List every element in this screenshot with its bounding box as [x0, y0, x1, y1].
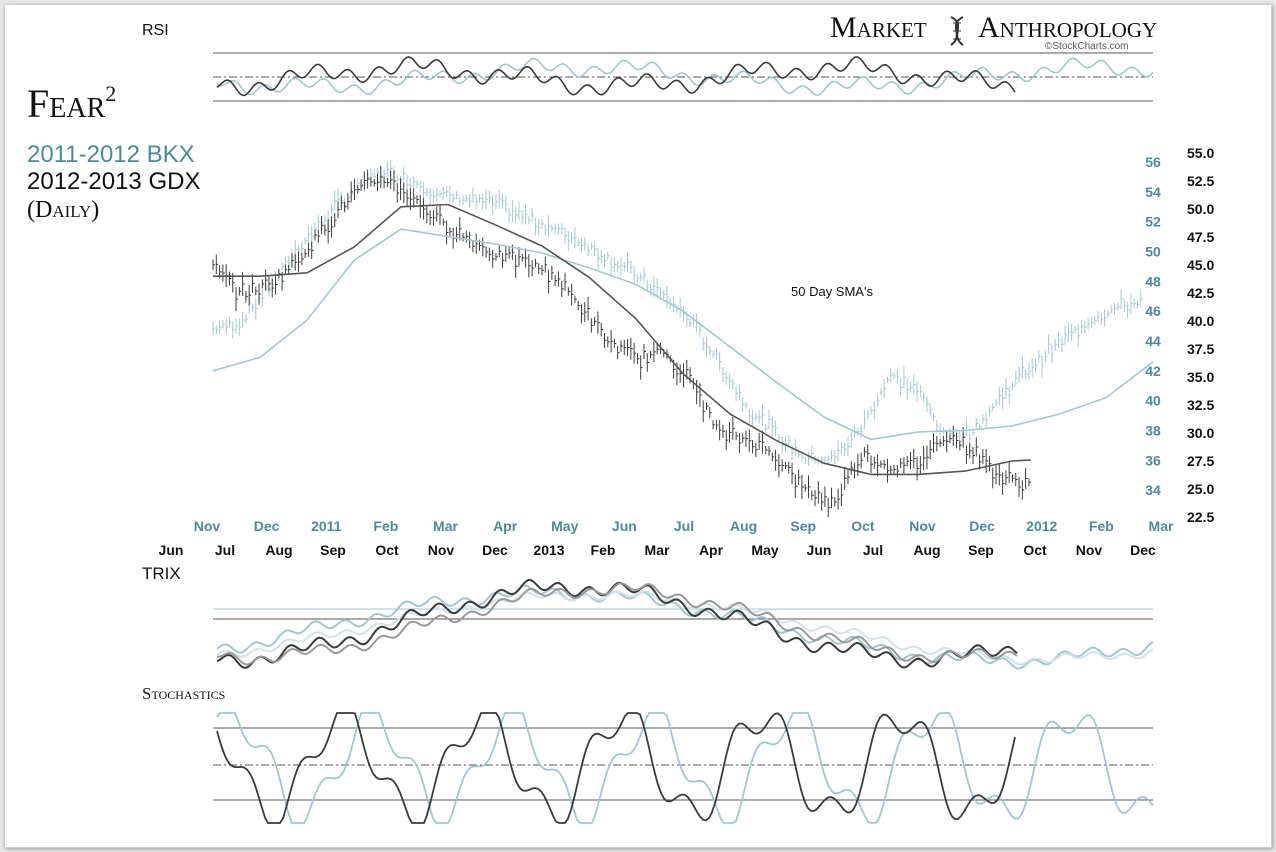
gdx-y-axis: 55.0 52.5 50.0 47.5 45.0 42.5 40.0 37.5 35.0 32.5…: [1187, 145, 1214, 525]
brand-name-left: Market: [830, 11, 927, 44]
gdx-x-tick: Sep: [968, 542, 994, 558]
bkx-x-tick: 2012: [1026, 518, 1057, 534]
bkx-y-axis: 56 54 52 50 48 46 44 42 40 38 36 34: [1145, 154, 1161, 498]
gdx-y-tick: 40.0: [1187, 313, 1214, 329]
bkx-x-tick: May: [551, 518, 578, 534]
gdx-x-tick: Aug: [913, 542, 940, 558]
stochastic-bkx-line: [216, 712, 1154, 824]
rsi-label: RSI: [142, 22, 169, 39]
bkx-y-tick: 56: [1145, 154, 1161, 170]
bkx-x-tick: Apr: [493, 518, 518, 534]
bkx-x-tick: 2011: [311, 518, 342, 534]
gdx-y-tick: 30.0: [1187, 425, 1214, 441]
bkx-y-tick: 40: [1145, 393, 1161, 409]
gdx-x-tick: Oct: [1023, 542, 1047, 558]
sma-line-bkx: [212, 228, 1154, 441]
gdx-y-tick: 27.5: [1187, 453, 1214, 469]
bkx-y-tick: 46: [1145, 303, 1161, 319]
bkx-x-tick: Oct: [851, 518, 875, 534]
chart-frame: Fear2 2011-2012 BKX 2012-2013 GDX (Daily…: [4, 4, 1272, 848]
gdx-y-tick: 55.0: [1187, 145, 1214, 161]
gdx-y-tick: 50.0: [1187, 201, 1214, 217]
bkx-y-tick: 44: [1145, 333, 1161, 349]
bkx-x-tick: Dec: [969, 518, 995, 534]
bkx-x-tick: Feb: [373, 518, 398, 534]
rsi-panel: [213, 52, 1154, 102]
sma-annotation: 50 Day SMA's: [791, 284, 873, 299]
gdx-x-tick: Oct: [375, 542, 399, 558]
bkx-y-tick: 34: [1145, 482, 1161, 498]
bkx-y-tick: 38: [1145, 422, 1161, 438]
bkx-y-tick: 50: [1145, 243, 1161, 259]
trix-panel: [213, 578, 1154, 670]
gdx-x-tick: Aug: [265, 542, 292, 558]
gdx-y-tick: 32.5: [1187, 397, 1214, 413]
trix-bkx-line: [216, 584, 1154, 670]
gdx-y-tick: 22.5: [1187, 509, 1214, 525]
bkx-y-tick: 52: [1145, 214, 1161, 230]
gdx-x-tick: Feb: [591, 542, 616, 558]
rsi-gdx-line: [216, 56, 1016, 97]
gdx-x-tick: 2013: [533, 542, 564, 558]
chart-canvas: Fear2 2011-2012 BKX 2012-2013 GDX (Daily…: [27, 11, 1214, 824]
gdx-y-tick: 52.5: [1187, 173, 1214, 189]
bkx-y-tick: 54: [1145, 184, 1161, 200]
bkx-y-tick: 48: [1145, 273, 1161, 289]
gdx-x-tick: Jun: [159, 542, 184, 558]
gdx-x-tick: Sep: [320, 542, 346, 558]
bkx-x-tick: Jun: [612, 518, 637, 534]
gdx-x-tick: Nov: [1076, 542, 1103, 558]
bkx-x-tick: Feb: [1089, 518, 1114, 534]
price-bars-bkx: [212, 159, 1143, 466]
bkx-x-tick: Nov: [194, 518, 221, 534]
gdx-x-tick: May: [751, 542, 778, 558]
gdx-x-tick: Dec: [1130, 542, 1156, 558]
bkx-x-tick: Dec: [254, 518, 280, 534]
bkx-x-tick: Sep: [790, 518, 816, 534]
gdx-x-tick: Jul: [863, 542, 883, 558]
gdx-y-tick: 37.5: [1187, 341, 1214, 357]
bkx-x-tick: Nov: [909, 518, 936, 534]
gdx-x-tick: Jun: [807, 542, 832, 558]
gdx-x-axis: Jun Jul Aug Sep Oct Nov Dec 2013 Feb Mar Apr May Jun…: [159, 542, 1156, 558]
stochastic-gdx-line: [216, 712, 1016, 824]
series-label-gdx: 2012-2013 GDX: [27, 168, 200, 195]
chart-title: Fear2: [27, 81, 116, 126]
gdx-x-tick: Nov: [428, 542, 455, 558]
timeframe-label: (Daily): [27, 197, 99, 223]
bkx-x-tick: Jul: [674, 518, 694, 534]
bkx-x-tick: Aug: [730, 518, 757, 534]
price-panel: [212, 159, 1154, 518]
rsi-bkx-line: [216, 57, 1154, 97]
gdx-y-tick: 47.5: [1187, 229, 1214, 245]
price-bars-gdx: [212, 166, 1031, 518]
gdx-y-tick: 25.0: [1187, 481, 1214, 497]
bkx-y-tick: 36: [1145, 452, 1161, 468]
sma-line-gdx: [213, 203, 1031, 476]
bkx-x-axis: Nov Dec 2011 Feb Mar Apr May Jun Jul Aug Sep Oct Nov…: [194, 518, 1174, 534]
stochastics-panel: [213, 712, 1154, 824]
dna-icon: [950, 16, 964, 46]
bkx-x-tick: Mar: [433, 518, 458, 534]
trix-gdx-signal: [217, 582, 1018, 666]
trix-label: TRIX: [142, 564, 181, 583]
gdx-y-tick: 45.0: [1187, 257, 1214, 273]
gdx-x-tick: Jul: [215, 542, 235, 558]
bkx-x-tick: Mar: [1149, 518, 1174, 534]
gdx-x-tick: Dec: [482, 542, 508, 558]
gdx-x-tick: Apr: [699, 542, 724, 558]
gdx-y-tick: 42.5: [1187, 285, 1214, 301]
credit-text: ©StockCharts.com: [1045, 41, 1129, 52]
brand-name-right: Anthropology: [978, 11, 1157, 44]
stochastics-label: Stochastics: [142, 684, 225, 703]
gdx-y-tick: 35.0: [1187, 369, 1214, 385]
bkx-y-tick: 42: [1145, 363, 1161, 379]
series-label-bkx: 2011-2012 BKX: [27, 141, 195, 168]
gdx-x-tick: Mar: [645, 542, 670, 558]
trix-gdx-line: [216, 578, 1018, 669]
